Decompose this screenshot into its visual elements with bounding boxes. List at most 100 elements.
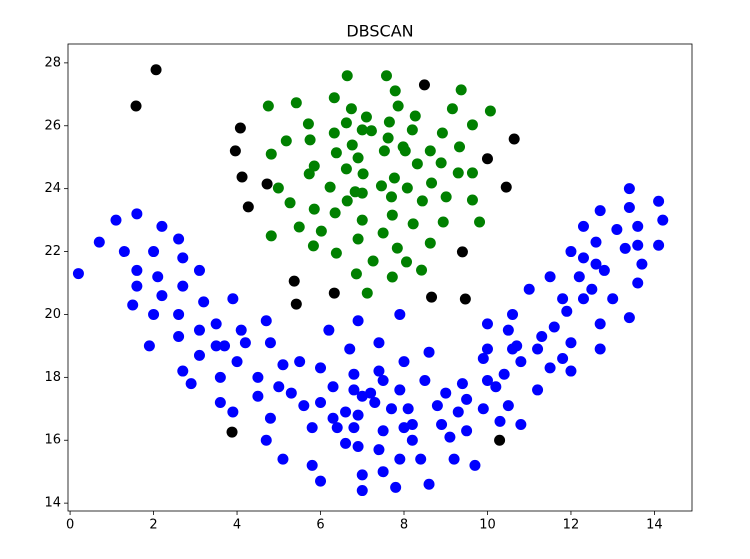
scatter-point bbox=[148, 246, 160, 258]
scatter-point bbox=[456, 246, 468, 258]
scatter-point bbox=[415, 453, 427, 465]
scatter-point bbox=[500, 181, 512, 193]
x-tick-label: 2 bbox=[149, 518, 157, 533]
scatter-point bbox=[156, 220, 168, 232]
scatter-point bbox=[262, 100, 274, 112]
scatter-point bbox=[424, 145, 436, 157]
scatter-point bbox=[265, 148, 277, 160]
scatter-point bbox=[484, 105, 496, 117]
scatter-point bbox=[407, 218, 419, 230]
scatter-point bbox=[285, 387, 297, 399]
scatter-point bbox=[623, 183, 635, 195]
scatter-point bbox=[481, 318, 493, 330]
scatter-point bbox=[494, 434, 506, 446]
scatter-point bbox=[594, 343, 606, 355]
scatter-point bbox=[331, 422, 343, 434]
scatter-point bbox=[398, 356, 410, 368]
scatter-point bbox=[502, 400, 514, 412]
scatter-point bbox=[511, 340, 523, 352]
x-tick-label: 4 bbox=[233, 518, 241, 533]
scatter-point bbox=[477, 352, 489, 364]
scatter-point bbox=[373, 337, 385, 349]
scatter-point bbox=[260, 315, 272, 327]
scatter-point bbox=[352, 409, 364, 421]
scatter-point bbox=[377, 466, 389, 478]
scatter-point bbox=[474, 216, 486, 228]
scatter-point bbox=[461, 425, 473, 437]
scatter-point bbox=[392, 100, 404, 112]
scatter-point bbox=[565, 246, 577, 258]
scatter-point bbox=[394, 384, 406, 396]
scatter-point bbox=[577, 252, 589, 264]
scatter-point bbox=[523, 283, 535, 295]
scatter-point bbox=[193, 264, 205, 276]
scatter-point bbox=[401, 182, 413, 194]
scatter-point bbox=[498, 368, 510, 380]
scatter-point bbox=[346, 139, 358, 151]
scatter-point bbox=[185, 378, 197, 390]
scatter-point bbox=[594, 205, 606, 217]
scatter-point bbox=[466, 119, 478, 131]
scatter-point bbox=[494, 415, 506, 427]
scatter-point bbox=[657, 214, 669, 226]
scatter-point bbox=[273, 381, 285, 393]
scatter-point bbox=[502, 324, 514, 336]
plot-frame bbox=[67, 43, 693, 512]
scatter-point bbox=[308, 160, 320, 172]
scatter-point bbox=[375, 180, 387, 192]
scatter-point bbox=[148, 308, 160, 320]
scatter-point bbox=[131, 208, 143, 220]
scatter-point bbox=[242, 201, 254, 213]
scatter-point bbox=[611, 224, 623, 236]
scatter-point bbox=[598, 264, 610, 276]
scatter-point bbox=[411, 158, 423, 170]
scatter-point bbox=[416, 195, 428, 207]
scatter-point bbox=[386, 209, 398, 221]
scatter-point bbox=[177, 365, 189, 377]
scatter-point bbox=[653, 195, 665, 207]
x-tick-label: 12 bbox=[563, 518, 580, 533]
scatter-point bbox=[150, 64, 162, 76]
scatter-point bbox=[386, 271, 398, 283]
scatter-point bbox=[118, 246, 130, 258]
scatter-point bbox=[352, 152, 364, 164]
scatter-point bbox=[231, 356, 243, 368]
scatter-point bbox=[623, 312, 635, 324]
scatter-point bbox=[557, 293, 569, 305]
scatter-point bbox=[315, 475, 327, 487]
scatter-point bbox=[406, 124, 418, 136]
scatter-point bbox=[219, 340, 231, 352]
scatter-point bbox=[340, 406, 352, 418]
scatter-point bbox=[131, 264, 143, 276]
scatter-point bbox=[328, 287, 340, 299]
scatter-point bbox=[329, 207, 341, 219]
scatter-point bbox=[293, 221, 305, 233]
scatter-point bbox=[264, 337, 276, 349]
scatter-point bbox=[350, 268, 362, 280]
scatter-point bbox=[130, 100, 142, 112]
scatter-point bbox=[481, 374, 493, 386]
scatter-point bbox=[590, 258, 602, 270]
scatter-point bbox=[401, 256, 413, 268]
scatter-point bbox=[594, 318, 606, 330]
scatter-point bbox=[365, 125, 377, 137]
scatter-point bbox=[340, 117, 352, 129]
scatter-point bbox=[330, 247, 342, 259]
scatter-point bbox=[260, 434, 272, 446]
scatter-point bbox=[304, 134, 316, 146]
scatter-point bbox=[388, 172, 400, 184]
scatter-point bbox=[357, 168, 369, 180]
scatter-point bbox=[265, 230, 277, 242]
scatter-point bbox=[131, 280, 143, 292]
scatter-point bbox=[632, 220, 644, 232]
scatter-point bbox=[481, 153, 493, 165]
scatter-point bbox=[507, 308, 519, 320]
scatter-point bbox=[367, 255, 379, 267]
scatter-point bbox=[544, 271, 556, 283]
scatter-point bbox=[466, 167, 478, 179]
scatter-point bbox=[327, 412, 339, 424]
scatter-point bbox=[469, 459, 481, 471]
scatter-point bbox=[402, 403, 414, 415]
scatter-point bbox=[437, 216, 449, 228]
